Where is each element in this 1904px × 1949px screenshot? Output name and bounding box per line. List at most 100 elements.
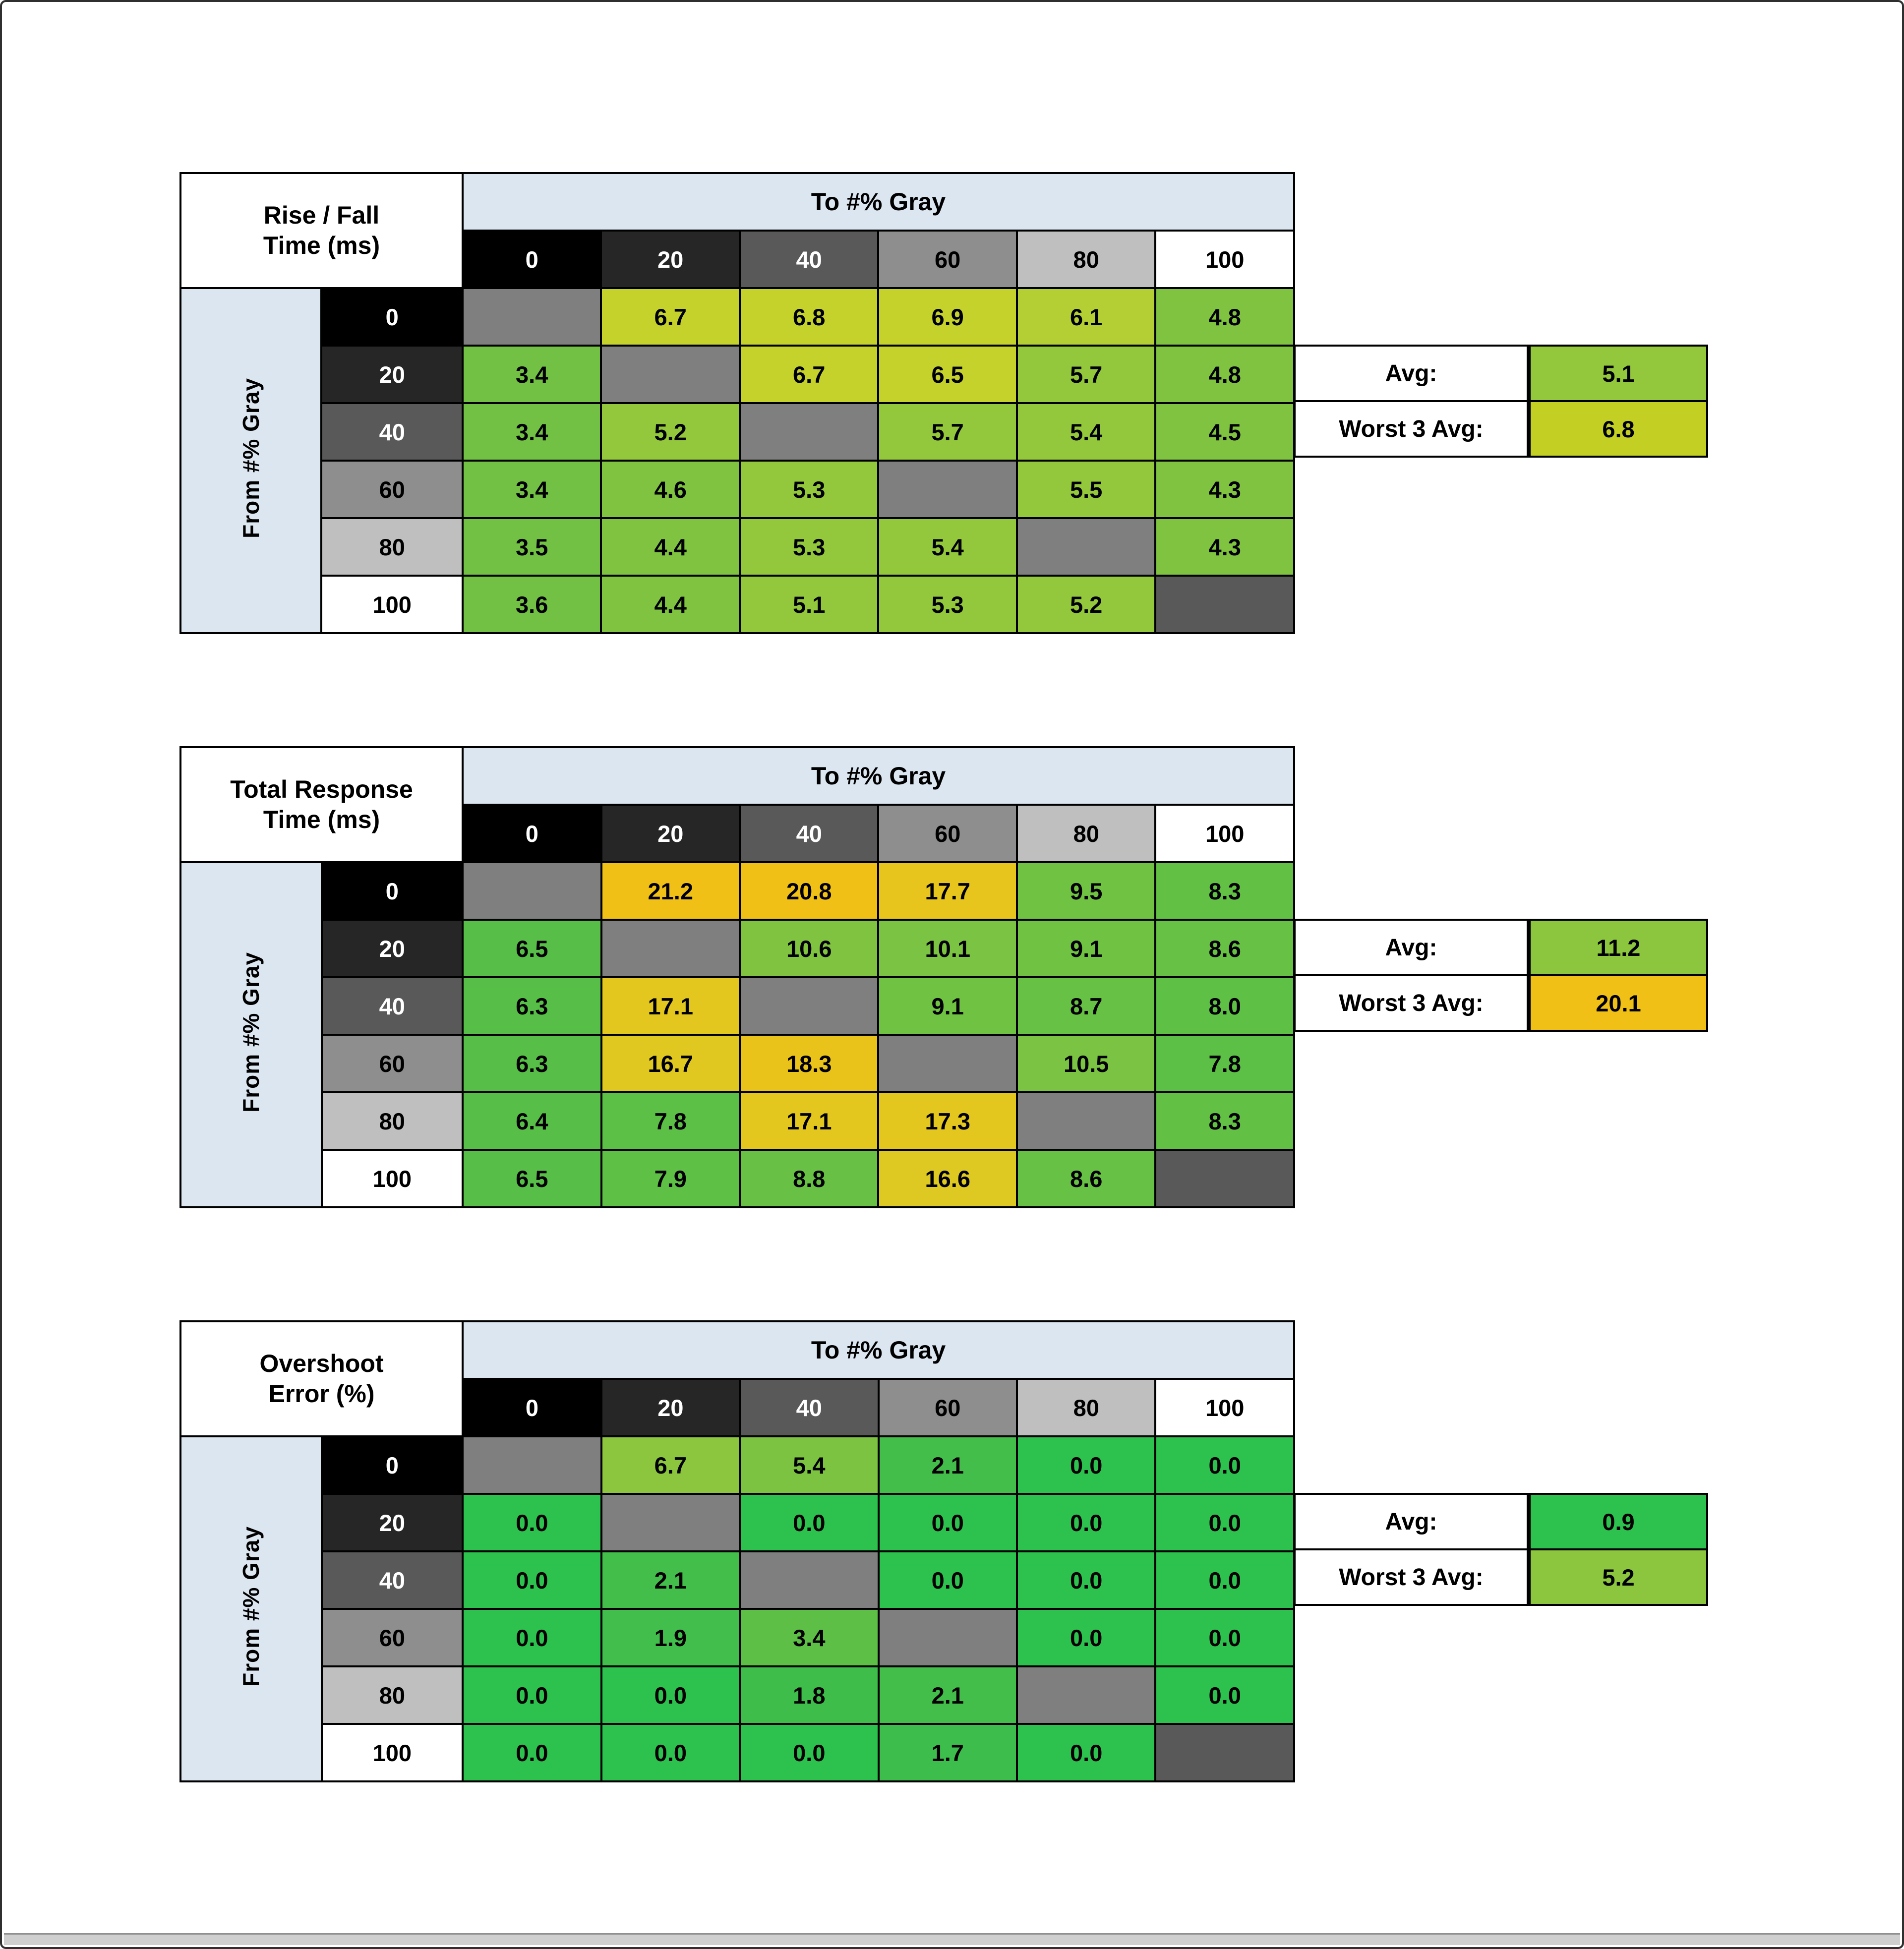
table-row: 60 6.3 16.7 18.3 10.5 7.8 (180, 1034, 1295, 1093)
header-row-band: Total Response Time (ms) To #% Gray (179, 746, 1295, 863)
cell-from-80-to-60: 2.1 (877, 1665, 1018, 1725)
table-row: 60 0.0 1.9 3.4 0.0 0.0 (180, 1608, 1295, 1667)
cell-from-60-to-80: 5.5 (1015, 460, 1157, 519)
rise-fall-avg-label: Avg: (1294, 345, 1529, 402)
table-row: 20 3.4 6.7 6.5 5.7 4.8 (180, 345, 1295, 404)
col-header-80: 80 (1015, 230, 1157, 289)
table-row: 100 6.5 7.9 8.8 16.6 8.6 (180, 1149, 1295, 1208)
cell-from-100-to-0: 0.0 (462, 1723, 602, 1782)
cell-from-80-to-0: 0.0 (462, 1665, 602, 1725)
table-row: From #% Gray 0 21.2 20.8 17.7 9.5 8.3 (179, 861, 1295, 1208)
total-response-avg-label: Avg: (1294, 919, 1529, 976)
cell-from-60-to-100: 0.0 (1154, 1608, 1295, 1667)
overshoot-avg-value: 0.9 (1529, 1493, 1708, 1550)
row-axis-label: From #% Gray (179, 861, 323, 1208)
cell-from-40-to-0: 6.3 (462, 976, 602, 1036)
cell-from-100-to-60: 16.6 (877, 1149, 1018, 1208)
cell-from-100-to-0: 3.6 (461, 575, 602, 634)
rise-fall-summary-panel: Avg: 5.1 Worst 3 Avg: 6.8 (1294, 345, 1708, 458)
table-row: 60 3.4 4.6 5.3 5.5 4.3 (180, 460, 1295, 519)
table-row: 20 6.5 10.6 10.1 9.1 8.6 (180, 919, 1295, 978)
cell-from-20-to-80: 0.0 (1015, 1493, 1157, 1552)
table-row: 40 0.0 2.1 0.0 0.0 0.0 (180, 1550, 1295, 1610)
cell-from-0-to-100: 0.0 (1154, 1435, 1295, 1495)
overshoot-worst-row: Worst 3 Avg: 5.2 (1294, 1548, 1708, 1606)
col-axis-label: To #% Gray (461, 172, 1296, 232)
cell-from-40-to-80: 5.4 (1015, 402, 1157, 462)
cell-from-20-to-60: 0.0 (877, 1493, 1018, 1552)
row-header-100: 100 (320, 1723, 464, 1782)
cell-from-20-to-60: 10.1 (877, 919, 1018, 978)
table-title-line2: Time (ms) (263, 806, 380, 833)
cell-from-80-to-60: 5.4 (877, 517, 1018, 577)
cell-from-40-to-60: 5.7 (877, 402, 1018, 462)
diagonal-cell-80 (1015, 1091, 1157, 1151)
col-header-100: 100 (1154, 804, 1295, 863)
cell-from-60-to-100: 7.8 (1154, 1034, 1295, 1093)
cell-from-20-to-80: 5.7 (1015, 345, 1157, 404)
col-header-100: 100 (1154, 230, 1295, 289)
table-title-line2: Time (ms) (263, 232, 380, 259)
row-axis-label-text: From #% Gray (238, 951, 264, 1113)
table-row: 80 0.0 0.0 1.8 2.1 0.0 (180, 1665, 1295, 1725)
cell-from-60-to-80: 0.0 (1015, 1608, 1157, 1667)
overshoot-table: Overshoot Error (%) To #% Gray 0 20 40 60 80 100… (179, 1320, 1295, 1782)
cell-from-20-to-100: 4.8 (1154, 345, 1295, 404)
cell-from-100-to-80: 0.0 (1015, 1723, 1157, 1782)
cell-from-80-to-40: 17.1 (738, 1091, 880, 1151)
cell-from-40-to-60: 9.1 (877, 976, 1018, 1036)
header-row-shades: 0 20 40 60 80 100 (180, 230, 1295, 289)
diagonal-cell-60 (877, 1608, 1018, 1667)
total-response-avg-row: Avg: 11.2 (1294, 919, 1708, 976)
cell-from-40-to-80: 8.7 (1015, 976, 1157, 1036)
cell-from-80-to-0: 6.4 (462, 1091, 602, 1151)
cell-from-20-to-80: 9.1 (1015, 919, 1157, 978)
row-axis-label-text: From #% Gray (238, 1526, 264, 1687)
cell-from-20-to-0: 3.4 (461, 345, 602, 404)
table-row: 20 0.0 0.0 0.0 0.0 0.0 (180, 1493, 1295, 1552)
overshoot-title: Overshoot Error (%) (179, 1320, 464, 1437)
col-header-40: 40 (738, 804, 880, 863)
overshoot-block: Overshoot Error (%) To #% Gray 0 20 40 60 80 100… (179, 1320, 1708, 1782)
cell-from-60-to-40: 18.3 (738, 1034, 880, 1093)
cell-from-0-to-100: 8.3 (1154, 861, 1295, 921)
cell-from-0-to-60: 17.7 (877, 861, 1018, 921)
rise-fall-title: Rise / Fall Time (ms) (179, 172, 464, 289)
row-header-80: 80 (320, 517, 464, 577)
cell-from-0-to-60: 2.1 (877, 1435, 1018, 1495)
cell-from-80-to-20: 4.4 (600, 517, 741, 577)
col-header-0: 0 (462, 1378, 602, 1437)
cell-from-40-to-100: 4.5 (1154, 402, 1295, 462)
total-response-block: Total Response Time (ms) To #% Gray 0 20 40 60… (179, 746, 1708, 1208)
cell-from-80-to-40: 1.8 (739, 1665, 880, 1725)
cell-from-0-to-100: 4.8 (1154, 287, 1295, 347)
table-row: 80 3.5 4.4 5.3 5.4 4.3 (180, 517, 1295, 577)
cell-from-40-to-60: 0.0 (877, 1550, 1018, 1610)
cell-from-60-to-20: 4.6 (600, 460, 741, 519)
row-header-20: 20 (320, 345, 464, 404)
diagonal-cell-40 (738, 402, 880, 462)
row-header-60: 60 (320, 460, 464, 519)
cell-from-40-to-20: 17.1 (600, 976, 741, 1036)
row-header-20: 20 (320, 919, 464, 978)
cell-from-60-to-40: 5.3 (738, 460, 880, 519)
cell-from-100-to-40: 8.8 (738, 1149, 880, 1208)
cell-from-100-to-60: 1.7 (877, 1723, 1018, 1782)
cell-from-0-to-20: 21.2 (600, 861, 741, 921)
cell-from-0-to-20: 6.7 (600, 1435, 741, 1495)
cell-from-0-to-40: 6.8 (738, 287, 880, 347)
tables-area: Rise / Fall Time (ms) To #% Gray 0 20 40 60 80 1… (2, 2, 1902, 1782)
col-header-60: 60 (877, 230, 1018, 289)
rise-fall-worst-row: Worst 3 Avg: 6.8 (1294, 400, 1708, 458)
row-header-0: 0 (320, 861, 464, 921)
cell-from-60-to-20: 16.7 (600, 1034, 741, 1093)
rise-fall-worst-label: Worst 3 Avg: (1294, 400, 1529, 458)
row-header-100: 100 (320, 1149, 464, 1208)
cell-from-100-to-20: 4.4 (600, 575, 741, 634)
rise-fall-worst-value: 6.8 (1529, 400, 1708, 458)
diagonal-cell-60 (877, 1034, 1018, 1093)
cell-from-20-to-40: 10.6 (738, 919, 880, 978)
horizontal-scrollbar[interactable] (4, 1933, 1900, 1945)
col-header-40: 40 (739, 1378, 880, 1437)
